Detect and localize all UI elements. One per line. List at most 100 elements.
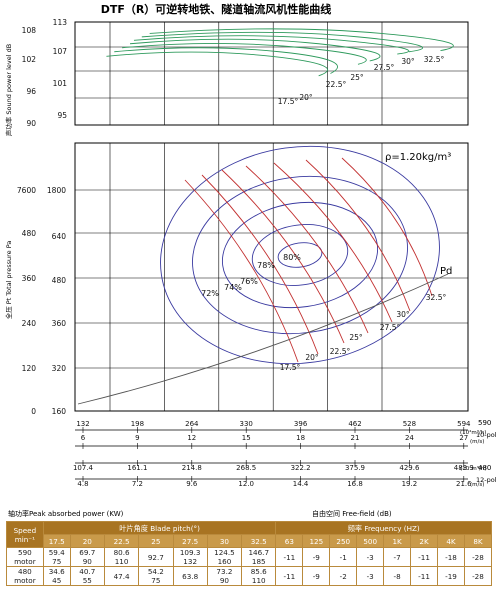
rpm-590-label: 590 — [478, 419, 491, 427]
performance-table: Speed min⁻¹ 叶片角度 Blade pitch(°) 频率 Frequen… — [6, 521, 493, 586]
pressure-blade-label: 22.5° — [330, 347, 351, 356]
pitch-header-cell: 22.5 — [103, 534, 140, 548]
kw-cell: 47.4 — [103, 566, 140, 586]
pressure-tick-right: 360 — [52, 319, 67, 328]
pd-label: Pd — [440, 266, 452, 277]
pressure-tick-left: 0 — [31, 407, 36, 416]
speed-header: Speed min⁻¹ — [6, 521, 44, 548]
pitch-header-cell: 25 — [138, 534, 174, 548]
flow-590-label: 198 — [131, 420, 144, 428]
kw-cell: 146.7 185 — [241, 547, 277, 567]
pressure-panel-frame — [74, 142, 469, 412]
flow-480-label: 107.4 — [73, 464, 94, 472]
sound-panel-frame — [74, 21, 469, 126]
kw-cell: 59.4 75 — [42, 547, 71, 567]
pressure-blade-label: 17.5° — [280, 363, 301, 372]
flow-unit-590: (10⁴m³/h) — [460, 429, 486, 436]
table-row: 480 motor 34.6 45 40.7 55 47.4 54.2 75 63.8 73… — [6, 566, 493, 586]
db-cell: -3 — [356, 547, 385, 567]
sound-tick-right: 107 — [53, 47, 68, 56]
frequency-header: 频率 Frequency (HZ) — [275, 521, 492, 535]
sound-tick-left: 102 — [22, 55, 37, 64]
blade-pitch-curve-3 — [245, 165, 369, 334]
blade-pitch-curve-1 — [201, 174, 319, 355]
sound-blade-label: 22.5° — [326, 80, 347, 89]
vel-590-label: 9 — [135, 434, 139, 442]
sound-blade-label: 32.5° — [424, 55, 445, 64]
db-cell: -11 — [410, 547, 439, 567]
sound-curve-5 — [141, 31, 423, 53]
flow-590-label: 528 — [403, 420, 416, 428]
pressure-blade-label: 27.5° — [380, 323, 401, 332]
flow-480-label: 322.2 — [291, 464, 311, 472]
freq-header-cell: 8K — [463, 534, 493, 548]
sound-tick-right: 95 — [57, 111, 67, 120]
table-header-row: Speed min⁻¹ 叶片角度 Blade pitch(°) 频率 Frequen… — [6, 521, 492, 548]
freq-header-cell: 63 — [275, 534, 304, 548]
table-caption: 轴功率Peak absorbed power (KW) — [8, 509, 124, 518]
freq-header-cell: 250 — [329, 534, 358, 548]
sound-curve-1 — [114, 47, 338, 74]
vel-480-label: 19.2 — [402, 480, 418, 488]
pressure-tick-left: 480 — [22, 229, 37, 238]
flow-590-label: 462 — [348, 420, 361, 428]
vel-590-label: 12 — [187, 434, 196, 442]
sound-curve-6 — [149, 28, 454, 52]
db-cell: -28 — [463, 547, 493, 567]
pressure-blade-label: 30° — [396, 310, 410, 319]
db-cell: -28 — [463, 566, 493, 586]
blade-pitch-curve-6 — [341, 157, 433, 297]
sound-blade-label: 17.5° — [278, 97, 299, 106]
pressure-panel — [74, 142, 469, 412]
density-label: ρ=1.20kg/m³ — [385, 152, 451, 163]
kw-cell: 109.3 132 — [172, 547, 208, 567]
sound-curve-4 — [133, 35, 410, 55]
table-row: 590 motor 59.4 75 69.7 90 80.6 110 92.7 109.3… — [6, 547, 493, 567]
pd-curve — [77, 273, 449, 405]
free-field-caption: 自由空间 Free-field (dB) — [312, 509, 392, 518]
sound-curve-2 — [122, 43, 367, 65]
vel-unit-480: (m/s) — [470, 482, 484, 488]
vel-480-label: 12.0 — [238, 480, 254, 488]
kw-cell: 40.7 55 — [69, 566, 105, 586]
pressure-tick-left: 7600 — [17, 186, 36, 195]
kw-cell: 80.6 110 — [103, 547, 140, 567]
freq-header-cell: 125 — [302, 534, 331, 548]
db-cell: -8 — [383, 566, 412, 586]
sound-blade-label: 25° — [350, 73, 364, 82]
vel-480-label: 21.6 — [456, 480, 472, 488]
pitch-header-cell: 20 — [69, 534, 105, 548]
sound-tick-right: 101 — [53, 79, 68, 88]
flow-480-label: 161.1 — [127, 464, 147, 472]
sound-curve-3 — [129, 38, 381, 62]
speed-cell: 590 motor — [6, 547, 44, 567]
flow-590-label: 330 — [240, 420, 253, 428]
efficiency-label: 74% — [224, 283, 242, 292]
vel-590-label: 15 — [242, 434, 251, 442]
kw-cell: 92.7 — [138, 547, 174, 567]
efficiency-contour-3 — [192, 175, 408, 335]
sound-tick-left: 90 — [26, 119, 36, 128]
pressure-ylabel: 全压 Pt Total pressure Pa — [4, 241, 13, 320]
efficiency-contour-1 — [251, 224, 349, 286]
vel-590-label: 27 — [459, 434, 468, 442]
freq-header-cell: 2K — [410, 534, 439, 548]
flow-480-label: 214.8 — [182, 464, 202, 472]
db-cell: -18 — [437, 547, 465, 567]
sound-blade-label: 20° — [299, 93, 313, 102]
flow-590-label: 132 — [76, 420, 89, 428]
vel-480-label: 14.4 — [293, 480, 309, 488]
vel-480-label: 7.2 — [132, 480, 143, 488]
vel-590-label: 6 — [81, 434, 86, 442]
blade-pitch-header: 叶片角度 Blade pitch(°) — [42, 521, 277, 535]
pressure-blade-label: 32.5° — [426, 293, 447, 302]
pressure-tick-left: 360 — [22, 274, 37, 283]
flow-unit-480: (10⁴m³/h) — [460, 465, 486, 472]
pressure-tick-right: 320 — [52, 364, 67, 373]
kw-cell: 34.6 45 — [42, 566, 71, 586]
speed-cell: 480 motor — [6, 566, 44, 586]
freq-header-cell: 500 — [356, 534, 385, 548]
vel-480-label: 16.8 — [347, 480, 363, 488]
db-cell: -9 — [302, 566, 331, 586]
